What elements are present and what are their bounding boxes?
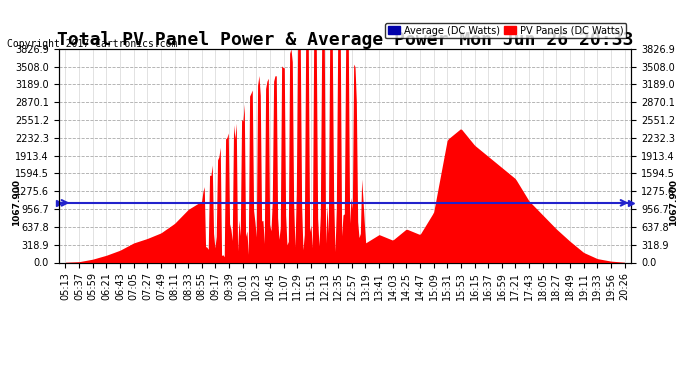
- Text: Copyright 2017 Cartronics.com: Copyright 2017 Cartronics.com: [7, 39, 177, 50]
- Legend: Average (DC Watts), PV Panels (DC Watts): Average (DC Watts), PV Panels (DC Watts): [385, 22, 627, 39]
- Text: 1067.900: 1067.900: [12, 179, 21, 226]
- Title: Total PV Panel Power & Average Power Mon Jun 26 20:33: Total PV Panel Power & Average Power Mon…: [57, 31, 633, 49]
- Text: 1067.900: 1067.900: [669, 179, 678, 226]
